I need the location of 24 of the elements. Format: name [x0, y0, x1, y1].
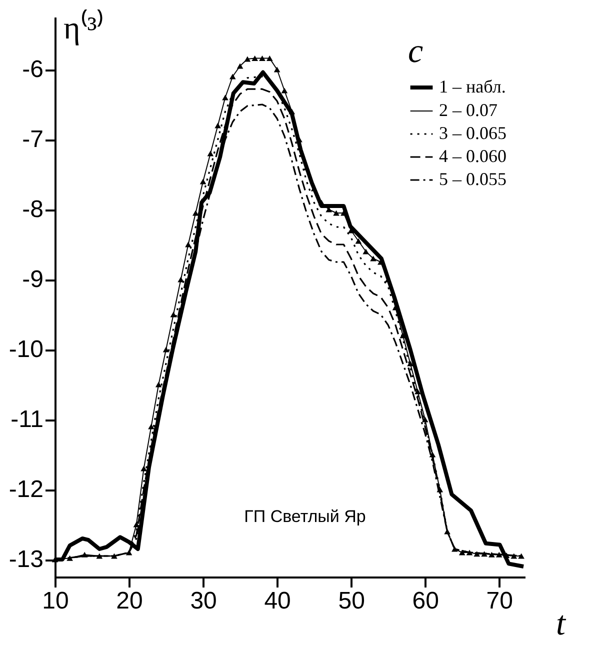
legend-label: 2 – 0.07: [439, 100, 498, 120]
x-tick-label: 10: [42, 588, 69, 614]
x-tick-label: 70: [486, 588, 513, 614]
y-tick-label: -11: [10, 406, 44, 433]
legend-title: c: [408, 33, 424, 70]
y-tick-label: -10: [8, 336, 44, 363]
x-tick-label: 40: [264, 588, 291, 614]
y-tick-label: -7: [22, 126, 44, 153]
y-tick-label: -12: [8, 476, 44, 503]
x-tick-label: 20: [116, 588, 143, 614]
legend-label: 4 – 0.060: [439, 146, 506, 166]
annotation: ГП Светлый Яр: [244, 507, 366, 526]
x-tick-label: 50: [338, 588, 365, 614]
legend-label: 1 – набл.: [439, 76, 506, 96]
y-tick-label: -13: [8, 546, 44, 573]
y-tick-label: -8: [22, 196, 44, 223]
y-tick-label: -6: [22, 56, 44, 83]
y-axis-title: η⁽³⁾: [64, 8, 104, 46]
x-tick-label: 30: [190, 588, 217, 614]
legend-label: 3 – 0.065: [439, 123, 506, 143]
legend-label: 5 – 0.055: [439, 169, 506, 189]
y-tick-label: -9: [22, 266, 44, 293]
x-tick-label: 60: [412, 588, 439, 614]
x-axis-title: t: [556, 606, 568, 642]
